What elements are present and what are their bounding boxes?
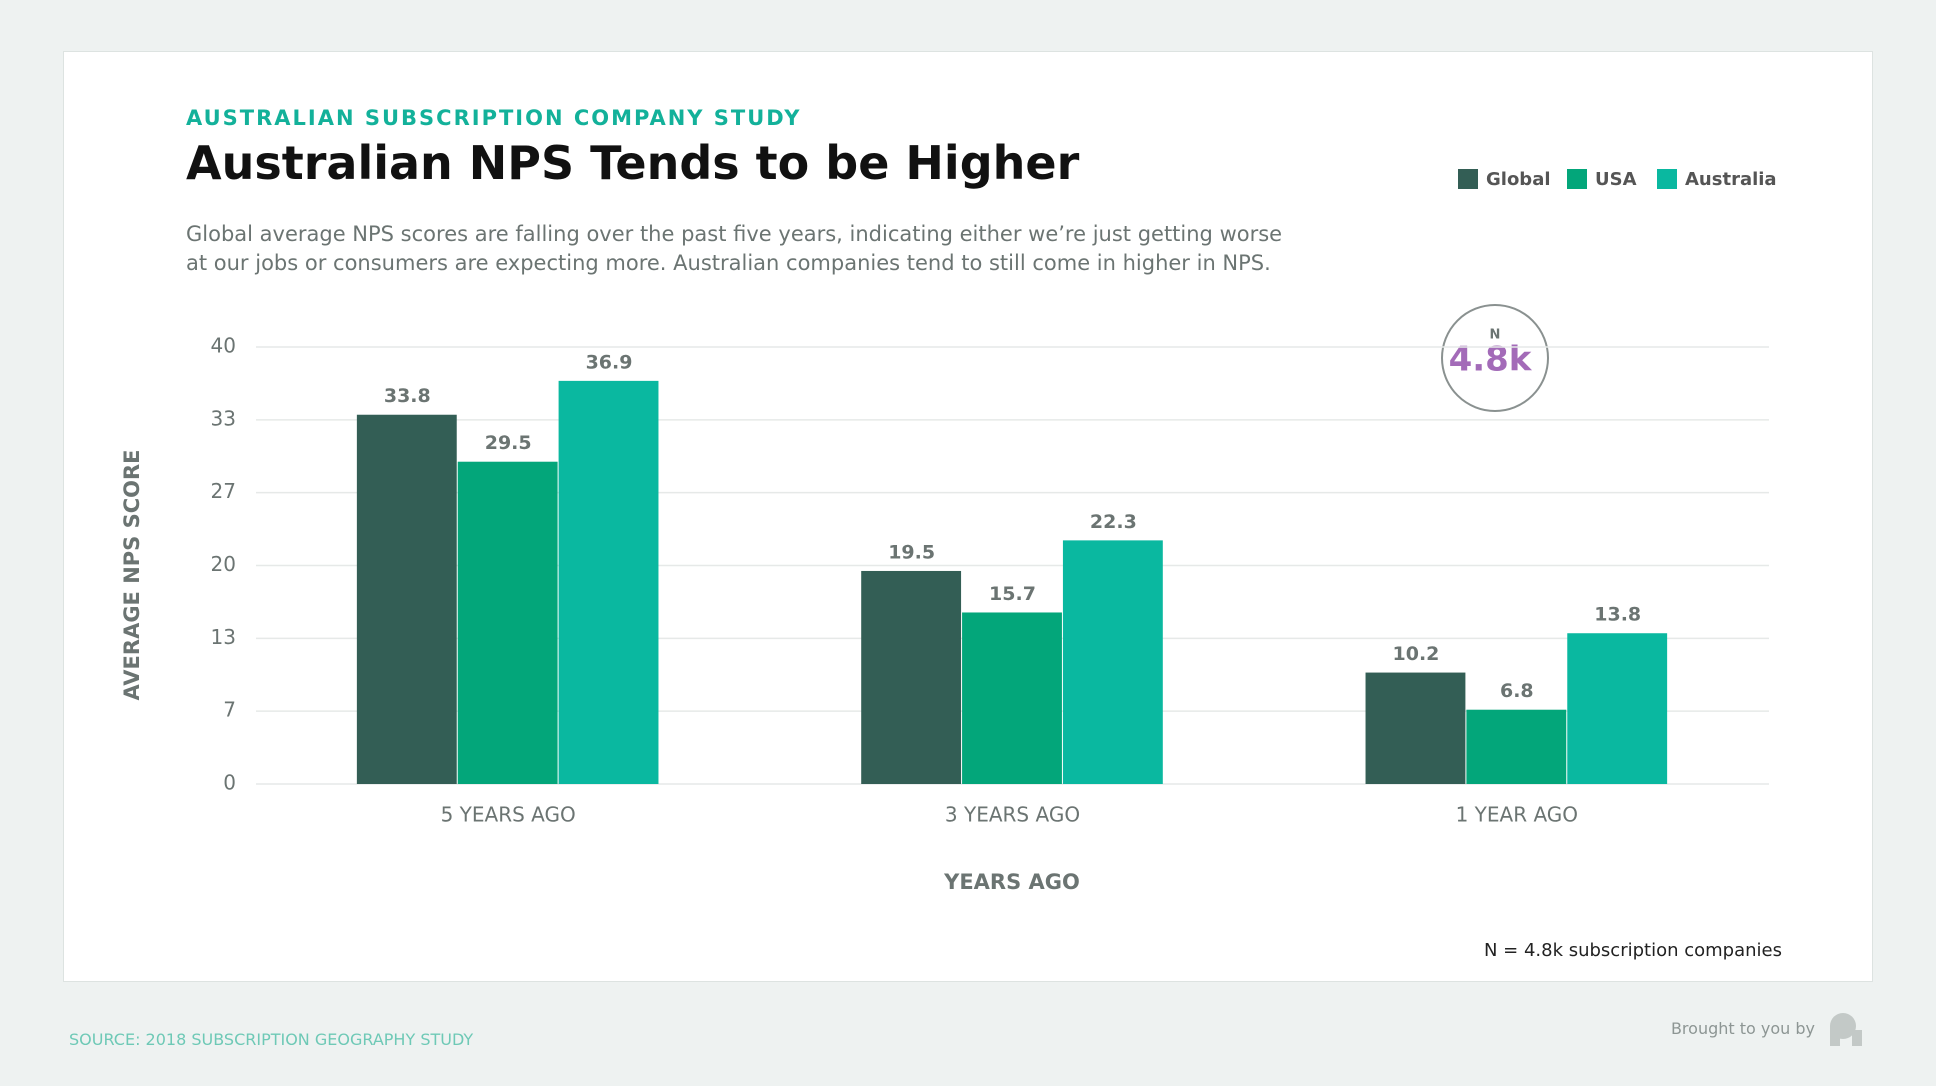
y-tick-label: 7	[223, 698, 236, 722]
eyebrow: AUSTRALIAN SUBSCRIPTION COMPANY STUDY	[186, 106, 802, 130]
credit: Brought to you by	[1670, 1019, 1815, 1038]
legend-swatch	[1567, 169, 1587, 189]
bar	[861, 570, 962, 784]
badge	[1441, 304, 1549, 412]
bar	[1365, 672, 1466, 784]
source: SOURCE: 2018 SUBSCRIPTION GEOGRAPHY STUD…	[69, 1030, 474, 1049]
value-label: 15.7	[989, 583, 1036, 605]
y-tick-label: 27	[211, 479, 236, 503]
value-label: 19.5	[888, 541, 935, 563]
bar	[962, 612, 1062, 784]
y-tick-label: 40	[211, 334, 236, 358]
y-tick-label: 0	[223, 771, 236, 795]
bar	[1062, 540, 1163, 784]
x-tick-label: 3 YEARS AGO	[945, 803, 1080, 827]
chart-title: Australian NPS Tends to be Higher	[186, 136, 1080, 190]
bar	[558, 380, 659, 784]
badge-value: 4.8k	[1449, 340, 1533, 380]
y-tick-label: 13	[211, 625, 236, 649]
value-label: 6.8	[1500, 680, 1534, 702]
legend-label: Global	[1486, 169, 1551, 190]
badge-label: N	[1490, 328, 1501, 343]
value-label: 36.9	[586, 351, 633, 373]
legend-label: Australia	[1685, 169, 1777, 190]
y-tick-label: 20	[211, 552, 236, 576]
value-label: 33.8	[384, 385, 431, 407]
subtitle: Global average NPS scores are falling ov…	[186, 222, 1283, 275]
bar	[1567, 633, 1668, 784]
value-label: 13.8	[1594, 604, 1641, 626]
legend-label: USA	[1595, 169, 1637, 190]
logo	[1830, 1013, 1862, 1046]
legend-swatch	[1458, 169, 1478, 189]
bar	[1466, 709, 1567, 784]
x-axis-title: YEARS AGO	[943, 870, 1080, 894]
y-tick-label: 33	[211, 406, 236, 430]
bar	[457, 461, 558, 784]
y-axis-title: AVERAGE NPS SCORE	[120, 449, 144, 700]
value-label: 22.3	[1090, 511, 1137, 533]
value-label: 29.5	[485, 432, 532, 454]
footnote: N = 4.8k subscription companies	[1484, 940, 1782, 961]
legend-swatch	[1657, 169, 1677, 189]
x-tick-label: 1 YEAR AGO	[1456, 803, 1578, 827]
x-tick-label: 5 YEARS AGO	[441, 803, 576, 827]
value-label: 10.2	[1393, 643, 1440, 665]
bar	[356, 414, 457, 784]
